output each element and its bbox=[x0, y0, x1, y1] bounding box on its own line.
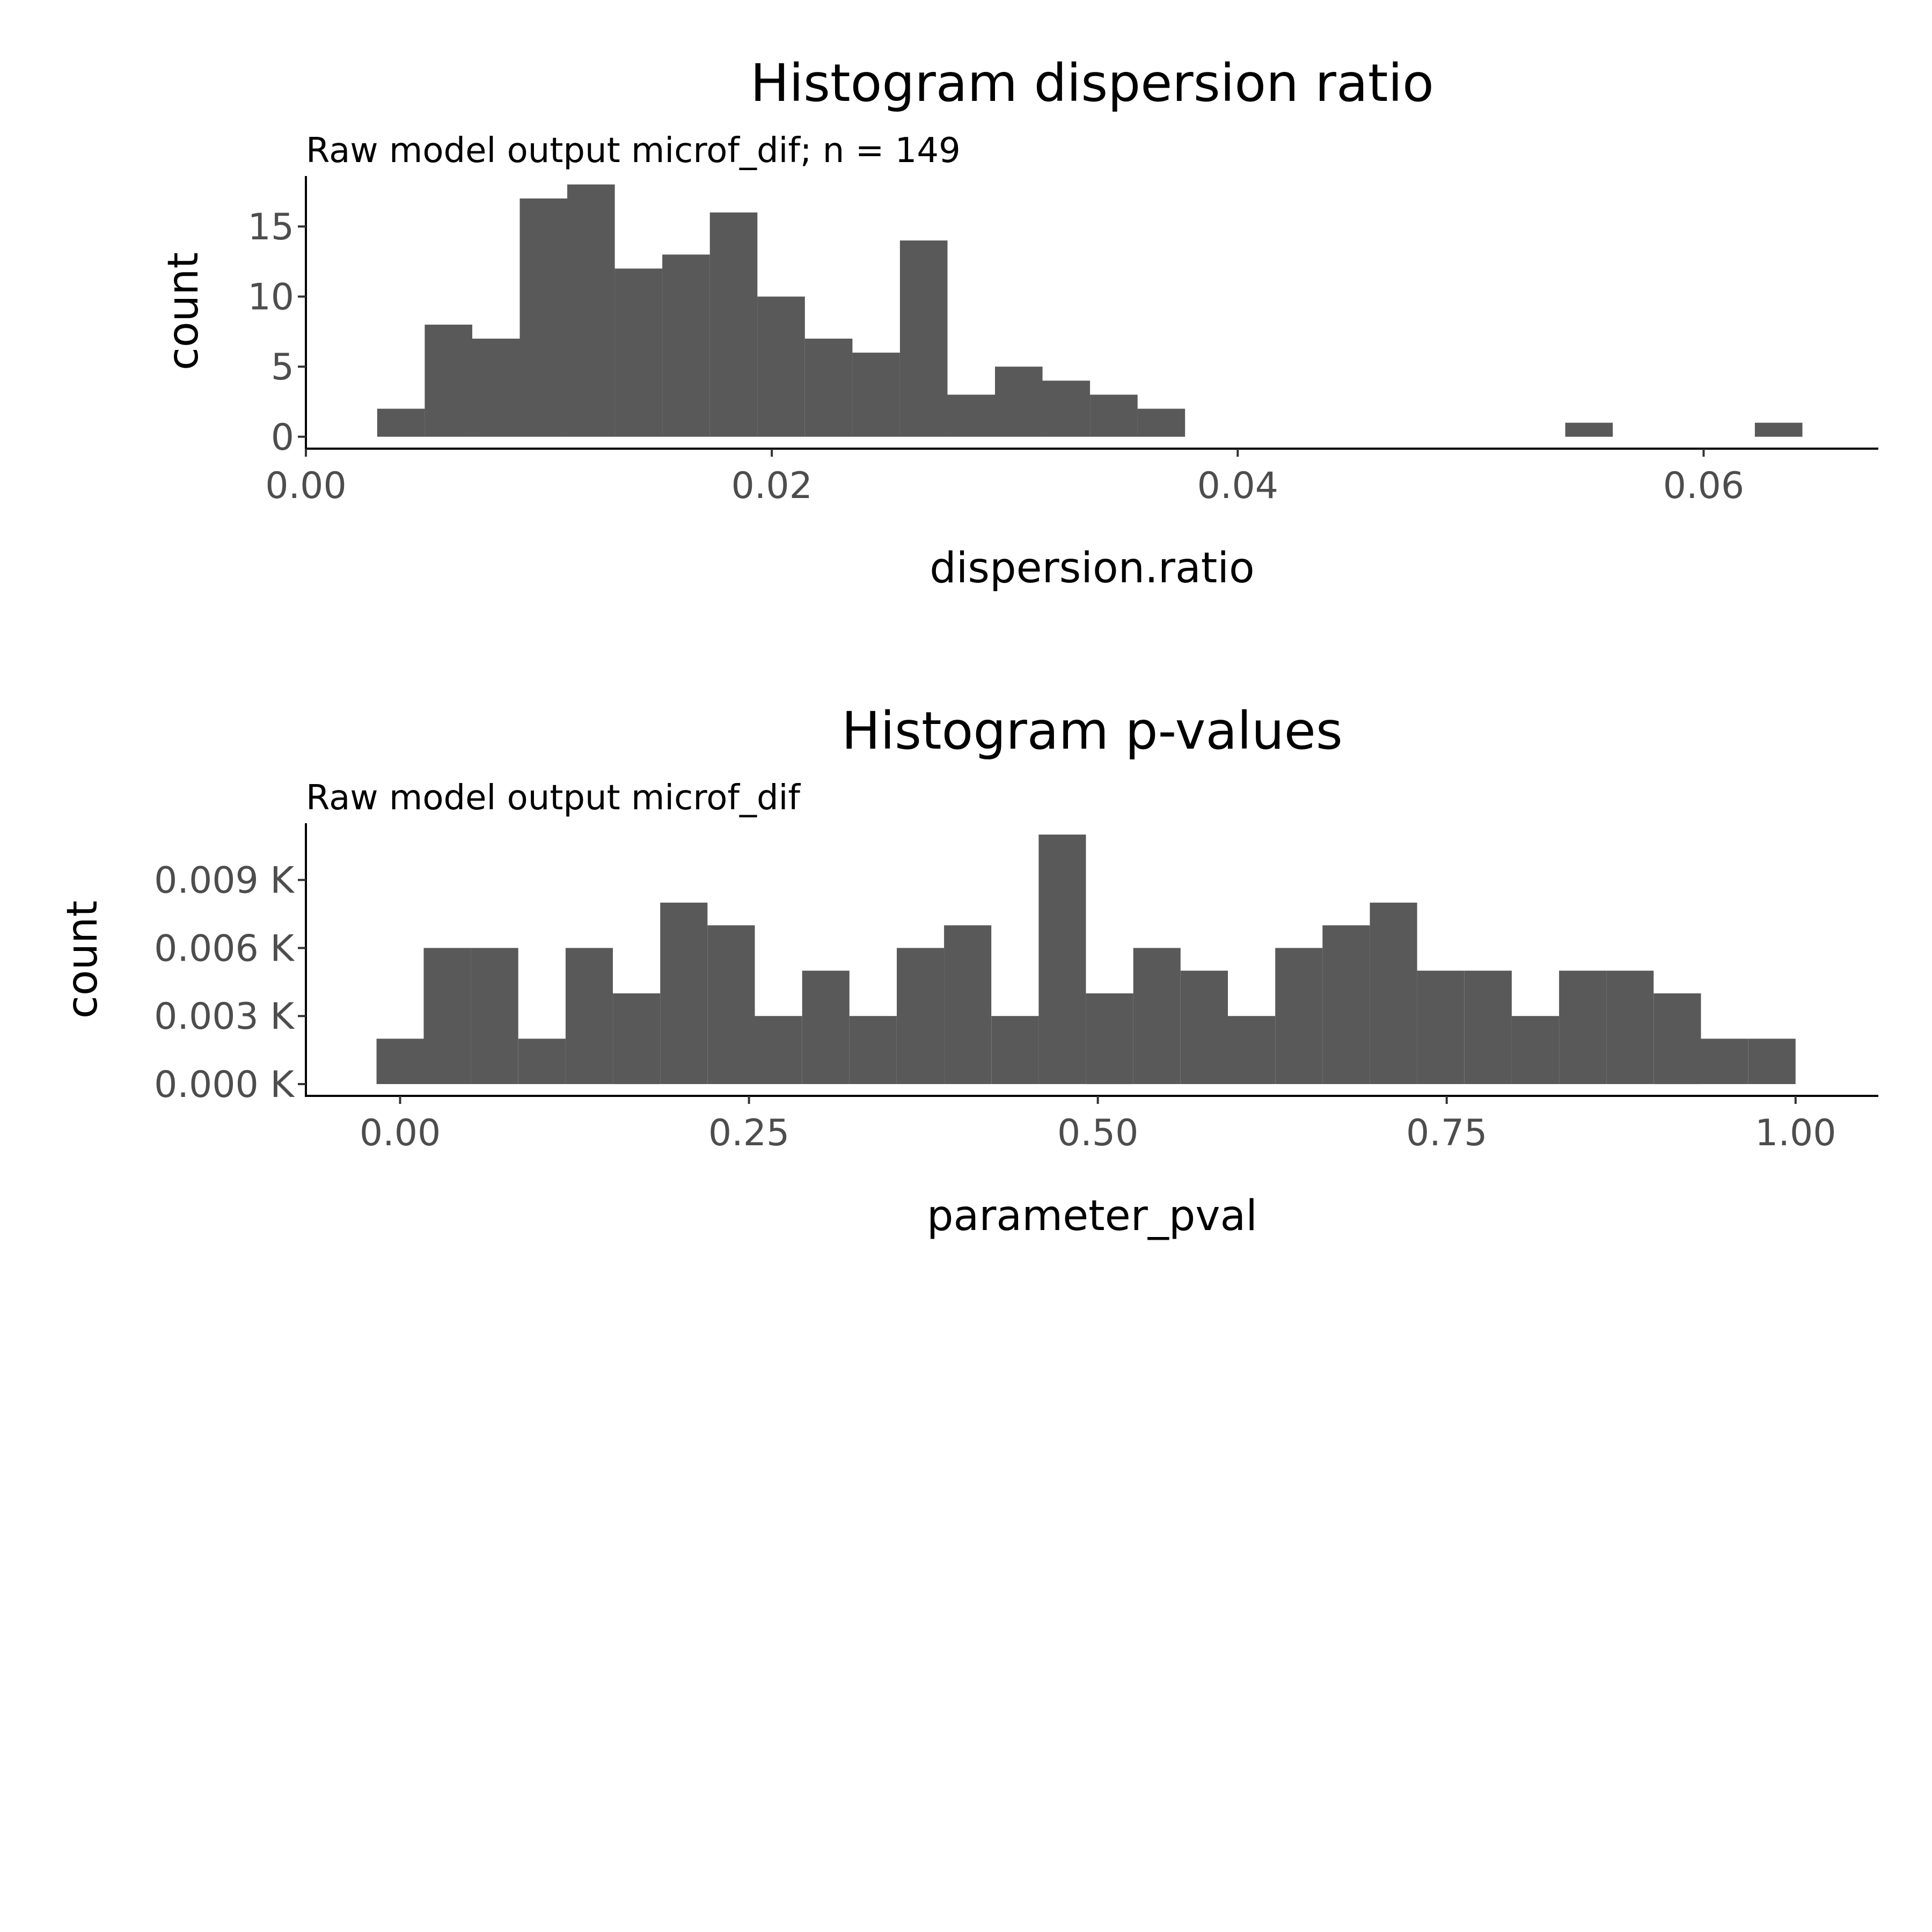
histogram-bar bbox=[1275, 948, 1323, 1084]
histogram-bar bbox=[423, 948, 471, 1084]
x-axis-ticks: 0.00 0.02 0.04 0.06 bbox=[265, 449, 1744, 507]
histogram-bar bbox=[1090, 394, 1138, 437]
y-tick-label: 0.000 K bbox=[154, 1064, 295, 1106]
histogram-bar bbox=[472, 339, 520, 437]
histogram-bar bbox=[1511, 1016, 1559, 1084]
histogram-bar bbox=[1464, 970, 1512, 1084]
histogram-bar bbox=[1086, 993, 1133, 1085]
histogram-bar bbox=[662, 254, 710, 437]
histogram-bar bbox=[1042, 380, 1091, 437]
histogram-bar bbox=[1228, 1016, 1276, 1084]
histogram-bar bbox=[376, 1038, 424, 1084]
histogram-bar bbox=[565, 948, 613, 1084]
x-axis-title: parameter_pval bbox=[927, 1192, 1257, 1240]
chart-subtitle: Raw model output microf_dif bbox=[306, 778, 801, 818]
histogram-bar bbox=[425, 324, 472, 437]
y-tick-label: 5 bbox=[271, 346, 294, 389]
histogram-bars bbox=[376, 835, 1796, 1085]
x-tick-label: 0.04 bbox=[1197, 465, 1278, 507]
x-axis-ticks: 0.00 0.25 0.50 0.75 1.00 bbox=[360, 1096, 1836, 1154]
histogram-bar bbox=[1417, 970, 1465, 1084]
y-axis-ticks: 0 5 10 15 bbox=[247, 206, 306, 459]
x-tick-label: 0.00 bbox=[265, 465, 346, 507]
dispersion-histogram-panel: Histogram dispersion ratio Raw model out… bbox=[159, 53, 1878, 592]
y-tick-label: 0.006 K bbox=[154, 927, 295, 970]
histogram-bar bbox=[1559, 970, 1607, 1084]
x-tick-label: 0.02 bbox=[731, 465, 812, 507]
histogram-bar bbox=[897, 948, 945, 1084]
x-tick-label: 0.50 bbox=[1057, 1112, 1138, 1154]
y-tick-label: 10 bbox=[247, 276, 294, 319]
x-tick-label: 0.00 bbox=[360, 1112, 441, 1154]
y-axis-title: count bbox=[58, 901, 107, 1019]
histogram-bar bbox=[1038, 835, 1086, 1084]
histogram-bar bbox=[1180, 970, 1228, 1084]
histogram-bar bbox=[1370, 902, 1417, 1084]
histogram-bar bbox=[519, 198, 568, 437]
histogram-bar bbox=[1701, 1038, 1748, 1084]
y-axis-ticks: 0.000 K 0.003 K 0.006 K 0.009 K bbox=[154, 860, 306, 1106]
histogram-bar bbox=[899, 240, 948, 437]
histogram-bar bbox=[995, 367, 1043, 437]
y-tick-label: 15 bbox=[247, 206, 294, 248]
histogram-bar bbox=[944, 925, 992, 1084]
histogram-bar bbox=[1565, 422, 1613, 437]
histogram-bar bbox=[852, 353, 900, 437]
histogram-bar bbox=[567, 184, 615, 437]
histogram-bar bbox=[755, 1016, 802, 1084]
histogram-bar bbox=[660, 902, 708, 1084]
chart-subtitle: Raw model output microf_dif; n = 149 bbox=[306, 131, 961, 171]
histogram-bars bbox=[377, 184, 1803, 437]
histogram-bar bbox=[471, 948, 518, 1084]
x-tick-label: 0.06 bbox=[1663, 465, 1744, 507]
histogram-bar bbox=[1137, 408, 1185, 437]
histogram-bar bbox=[613, 993, 661, 1085]
histogram-bar bbox=[802, 970, 850, 1084]
histogram-bar bbox=[1754, 422, 1803, 437]
histogram-bar bbox=[377, 408, 425, 437]
histogram-bar bbox=[947, 394, 995, 437]
y-tick-label: 0.009 K bbox=[154, 860, 295, 902]
histogram-bar bbox=[757, 296, 805, 437]
x-tick-label: 0.75 bbox=[1406, 1112, 1487, 1154]
histogram-bar bbox=[1606, 970, 1654, 1084]
histogram-bar bbox=[1653, 993, 1701, 1085]
histogram-bar bbox=[614, 268, 663, 437]
x-axis-title: dispersion.ratio bbox=[930, 544, 1255, 592]
histogram-bar bbox=[1322, 925, 1370, 1084]
histogram-bar bbox=[518, 1038, 566, 1084]
histogram-bar bbox=[991, 1016, 1039, 1084]
y-axis-title: count bbox=[159, 252, 208, 370]
histogram-bar bbox=[707, 925, 755, 1084]
histogram-bar bbox=[849, 1016, 897, 1084]
pvalue-histogram-panel: Histogram p-values Raw model output micr… bbox=[58, 701, 1878, 1240]
x-tick-label: 0.25 bbox=[708, 1112, 789, 1154]
chart-title: Histogram p-values bbox=[841, 701, 1343, 761]
y-tick-label: 0.003 K bbox=[154, 996, 295, 1038]
histogram-bar bbox=[709, 212, 758, 437]
histogram-bar bbox=[1748, 1038, 1796, 1084]
y-tick-label: 0 bbox=[271, 416, 294, 459]
x-tick-label: 1.00 bbox=[1755, 1112, 1836, 1154]
histogram-bar bbox=[1133, 948, 1181, 1084]
histogram-bar bbox=[804, 339, 853, 437]
chart-title: Histogram dispersion ratio bbox=[750, 53, 1434, 113]
